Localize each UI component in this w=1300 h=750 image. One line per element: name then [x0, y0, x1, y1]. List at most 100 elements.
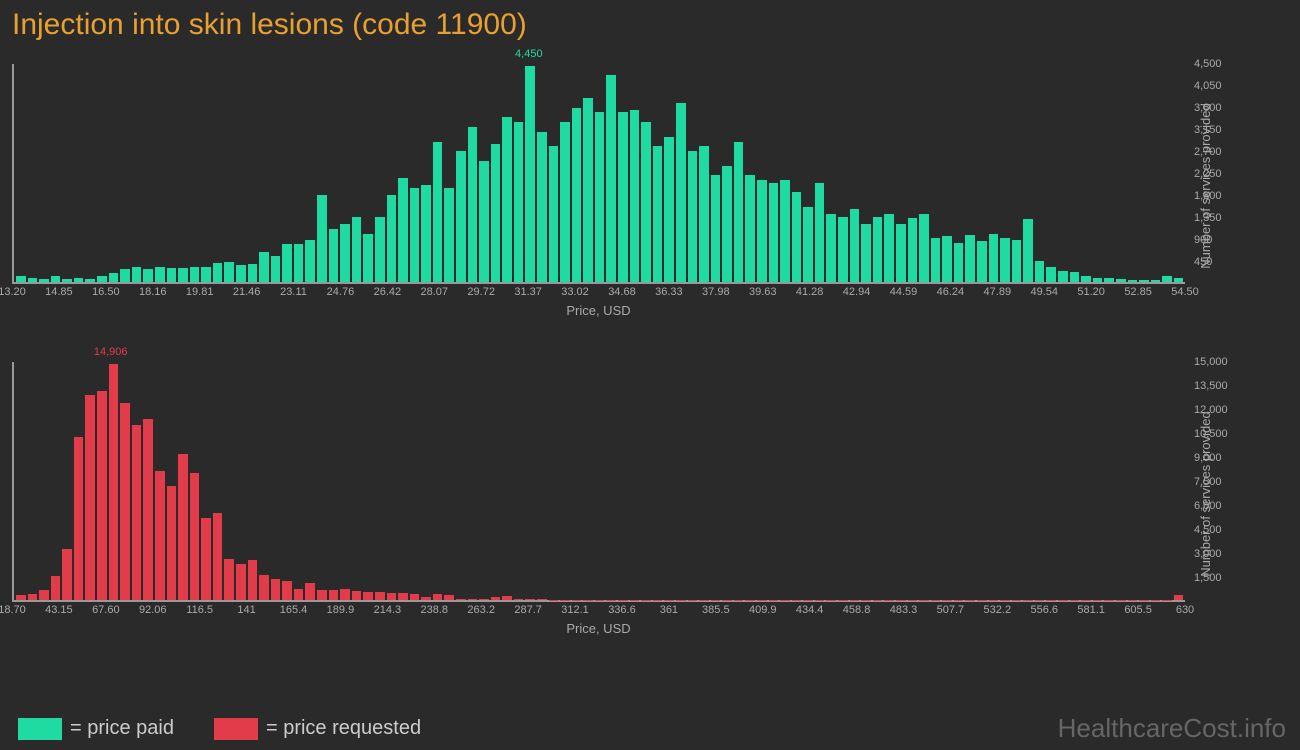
histogram-bar	[676, 103, 686, 282]
histogram-bar	[421, 185, 431, 282]
y-tick: 13,500	[1194, 380, 1228, 392]
histogram-bar	[410, 594, 420, 600]
histogram-bar	[896, 224, 906, 282]
histogram-bar	[120, 403, 130, 600]
x-tick: 37.98	[702, 286, 730, 298]
x-tick: 16.50	[92, 286, 120, 298]
histogram-bar	[861, 224, 871, 282]
plot-area-requested	[12, 362, 1185, 602]
chart-paid-container: 4,450 13.2014.8516.5018.1619.8121.4623.1…	[12, 46, 1240, 644]
peak-label-paid: 4,450	[515, 48, 543, 60]
histogram-bar	[1070, 272, 1080, 282]
x-tick: 581.1	[1077, 604, 1105, 616]
legend-swatch-paid	[18, 718, 62, 740]
histogram-bar	[780, 180, 790, 282]
histogram-bar	[39, 279, 49, 282]
x-tick: 165.4	[280, 604, 308, 616]
histogram-bar	[39, 590, 49, 600]
histogram-bar	[271, 256, 281, 282]
x-tick: 556.6	[1030, 604, 1058, 616]
histogram-bar	[224, 559, 234, 600]
histogram-bar	[109, 273, 119, 282]
histogram-bar	[549, 146, 559, 282]
histogram-bar	[62, 279, 72, 282]
bars-requested	[14, 362, 1185, 600]
histogram-bar	[745, 175, 755, 282]
x-tick: 238.8	[421, 604, 449, 616]
histogram-bar	[143, 269, 153, 282]
y-tick: 4,050	[1194, 80, 1222, 92]
histogram-bar	[16, 276, 26, 282]
legend-item-requested: = price requested	[214, 717, 421, 740]
histogram-bar	[132, 267, 142, 282]
histogram-bar	[491, 597, 501, 600]
histogram-bar	[271, 579, 281, 600]
histogram-bar	[826, 214, 836, 282]
legend-swatch-requested	[214, 718, 258, 740]
histogram-bar	[259, 252, 269, 282]
histogram-bar	[618, 112, 628, 282]
histogram-bar	[537, 599, 547, 600]
histogram-bar	[815, 183, 825, 282]
histogram-bar	[190, 267, 200, 283]
histogram-bar	[248, 264, 258, 282]
histogram-bar	[190, 473, 200, 600]
histogram-bar	[109, 364, 119, 601]
histogram-bar	[167, 268, 177, 282]
histogram-bar	[919, 214, 929, 282]
histogram-bar	[1035, 261, 1045, 282]
histogram-bar	[398, 593, 408, 600]
histogram-bar	[155, 471, 165, 600]
histogram-bar	[722, 166, 732, 282]
legend: = price paid = price requested	[18, 717, 421, 740]
x-tick: 92.06	[139, 604, 167, 616]
histogram-bar	[120, 269, 130, 282]
x-tick: 18.70	[0, 604, 26, 616]
x-tick: 46.24	[937, 286, 965, 298]
histogram-bar	[236, 564, 246, 600]
histogram-bar	[433, 142, 443, 282]
x-ticks-requested: 18.7043.1567.6092.06116.5141165.4189.921…	[12, 604, 1185, 618]
x-axis-label-requested: Price, USD	[12, 621, 1185, 636]
histogram-bar	[85, 279, 95, 282]
histogram-bar	[803, 207, 813, 282]
histogram-bar	[201, 267, 211, 282]
histogram-bar	[363, 592, 373, 600]
x-tick: 26.42	[374, 286, 402, 298]
histogram-bar	[757, 180, 767, 282]
x-tick: 141	[237, 604, 255, 616]
histogram-bar	[387, 195, 397, 282]
histogram-bar	[178, 454, 188, 600]
histogram-bar	[468, 127, 478, 282]
y-axis-label-paid: Number of services provided	[1198, 103, 1213, 268]
histogram-bar	[1139, 280, 1149, 282]
histogram-bar	[282, 581, 292, 600]
histogram-bar	[734, 142, 744, 282]
histogram-bar	[838, 217, 848, 282]
histogram-bar	[525, 66, 535, 282]
x-tick: 54.50	[1171, 286, 1199, 298]
histogram-bar	[1104, 278, 1114, 282]
histogram-bar	[1162, 276, 1172, 282]
x-tick: 33.02	[561, 286, 589, 298]
x-tick: 23.11	[280, 286, 307, 298]
x-tick: 47.89	[984, 286, 1012, 298]
x-tick: 458.8	[843, 604, 871, 616]
peak-label-requested: 14,906	[94, 346, 128, 358]
histogram-bar	[908, 218, 918, 282]
legend-label-paid: = price paid	[70, 717, 174, 740]
histogram-bar	[352, 217, 362, 282]
x-tick: 28.07	[421, 286, 449, 298]
histogram-bar	[340, 589, 350, 600]
histogram-bar	[51, 576, 61, 600]
x-tick: 42.94	[843, 286, 871, 298]
histogram-bar	[1000, 238, 1010, 282]
histogram-bar	[329, 229, 339, 282]
histogram-bar	[769, 183, 779, 282]
histogram-bar	[965, 235, 975, 282]
histogram-bar	[294, 589, 304, 600]
histogram-bar	[387, 593, 397, 600]
x-tick: 361	[660, 604, 678, 616]
histogram-bar	[873, 217, 883, 282]
histogram-bar	[51, 276, 61, 282]
